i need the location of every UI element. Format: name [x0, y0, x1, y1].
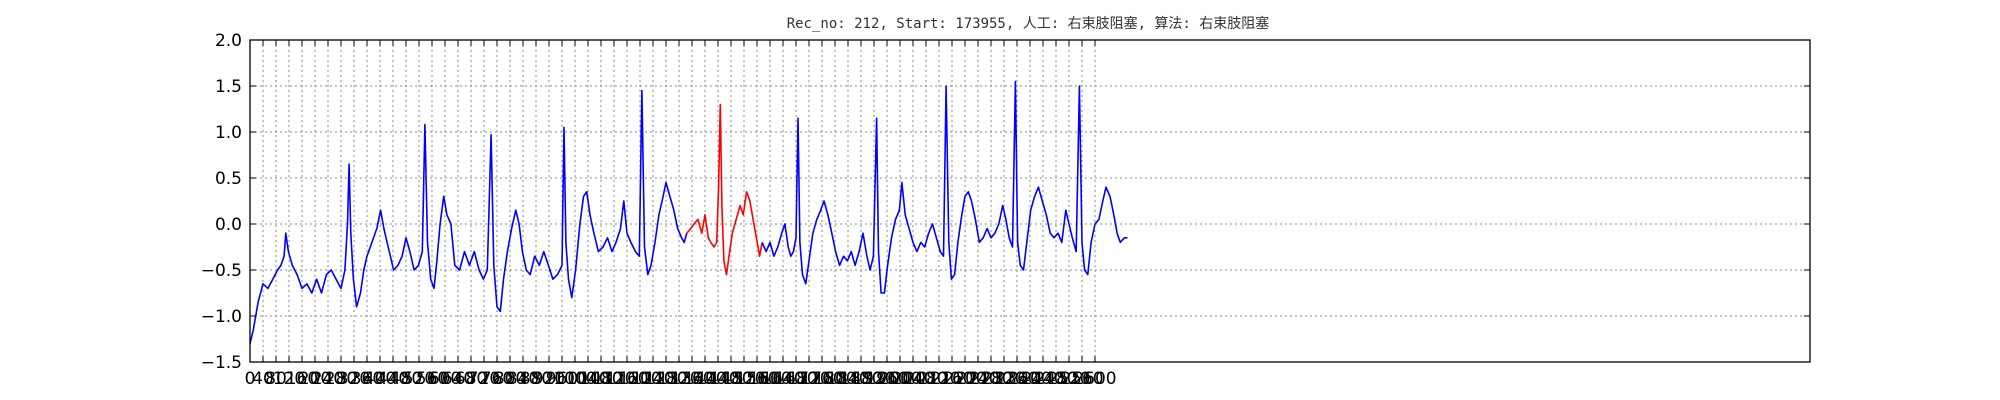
- y-tick-label: −0.5: [201, 261, 242, 281]
- y-tick-label: 0.5: [215, 169, 242, 189]
- series-line-2: [687, 104, 762, 274]
- chart-title: Rec_no: 212, Start: 173955, 人工: 右束肢阻塞, 算…: [787, 15, 1270, 32]
- y-tick-label: −1.5: [201, 353, 242, 373]
- x-tick-label: 2600: [1073, 369, 1116, 389]
- y-tick-label: −1.0: [201, 307, 242, 327]
- y-tick-label: 2.0: [215, 31, 242, 51]
- y-tick-label: 1.0: [215, 123, 242, 143]
- series-line-3: [762, 81, 1127, 293]
- x-axis: 0408012016020024028032036040044048052056…: [245, 40, 1117, 389]
- plot-area: [250, 81, 1128, 343]
- y-tick-label: 0.0: [215, 215, 242, 235]
- grid-lines: [250, 40, 1810, 362]
- series-line-1: [250, 91, 687, 344]
- y-axis: −1.5 −1.0 −0.5 0.0 0.5 1.0 1.5 2.0: [201, 31, 1810, 373]
- y-tick-label: 1.5: [215, 77, 242, 97]
